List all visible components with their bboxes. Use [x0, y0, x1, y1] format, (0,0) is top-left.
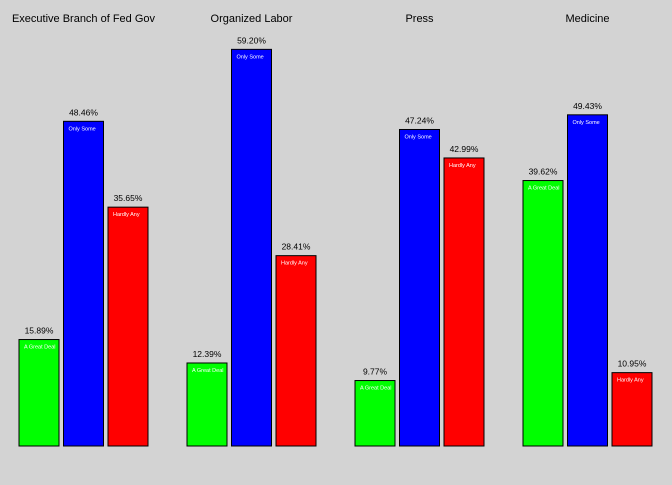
bar — [522, 180, 564, 447]
bar-value-label: 9.77% — [363, 367, 388, 377]
panel-title: Organized Labor — [211, 13, 293, 25]
bar-category-label: Hardly Any — [113, 212, 140, 218]
bar — [63, 120, 104, 447]
bar-category-label: A Great Deal — [24, 345, 56, 351]
chart-panel: Organized Labor 12.39% A Great Deal 59.20% O… — [186, 13, 317, 447]
bar-category-label: Only Some — [405, 134, 432, 140]
bar-category-label: A Great Deal — [528, 186, 560, 192]
bar — [354, 380, 396, 447]
bar-value-label: 59.20% — [237, 35, 266, 45]
panel-title: Executive Branch of Fed Gov — [12, 13, 156, 25]
bar — [231, 48, 272, 447]
bar-category-label: A Great Deal — [360, 386, 392, 392]
bar-category-label: Hardly Any — [617, 378, 644, 384]
bar-value-label: 12.39% — [193, 349, 222, 359]
bar — [443, 157, 485, 447]
bar — [18, 339, 60, 447]
bar-category-label: Hardly Any — [449, 163, 476, 169]
bar-value-label: 49.43% — [573, 101, 602, 111]
bar-value-label: 47.24% — [405, 115, 434, 125]
bar-value-label: 48.46% — [69, 107, 98, 117]
bar — [107, 206, 149, 447]
bar-category-label: Only Some — [573, 120, 600, 126]
bar — [399, 128, 440, 447]
bar-value-label: 39.62% — [529, 167, 558, 177]
bar-category-label: Only Some — [69, 126, 96, 132]
chart-panel: Press 9.77% A Great Deal 47.24% Only Some 42.… — [354, 13, 485, 447]
chart-panel: Executive Branch of Fed Gov 15.89% A Great… — [12, 13, 156, 447]
bar-category-label: A Great Deal — [192, 368, 224, 374]
bar — [186, 362, 228, 447]
bar-value-label: 42.99% — [450, 144, 479, 154]
bar-category-label: Hardly Any — [281, 261, 308, 267]
panel-title: Medicine — [565, 13, 609, 25]
bar-value-label: 10.95% — [618, 359, 647, 369]
bar-category-label: Only Some — [237, 54, 264, 60]
bar — [611, 372, 653, 447]
bar — [567, 114, 608, 447]
bar — [275, 255, 317, 447]
bar-value-label: 15.89% — [25, 326, 54, 336]
chart-panel: Medicine 39.62% A Great Deal 49.43% Only Som… — [522, 13, 653, 447]
bar-value-label: 35.65% — [114, 193, 143, 203]
panel-title: Press — [405, 13, 434, 25]
bar-value-label: 28.41% — [282, 242, 311, 252]
